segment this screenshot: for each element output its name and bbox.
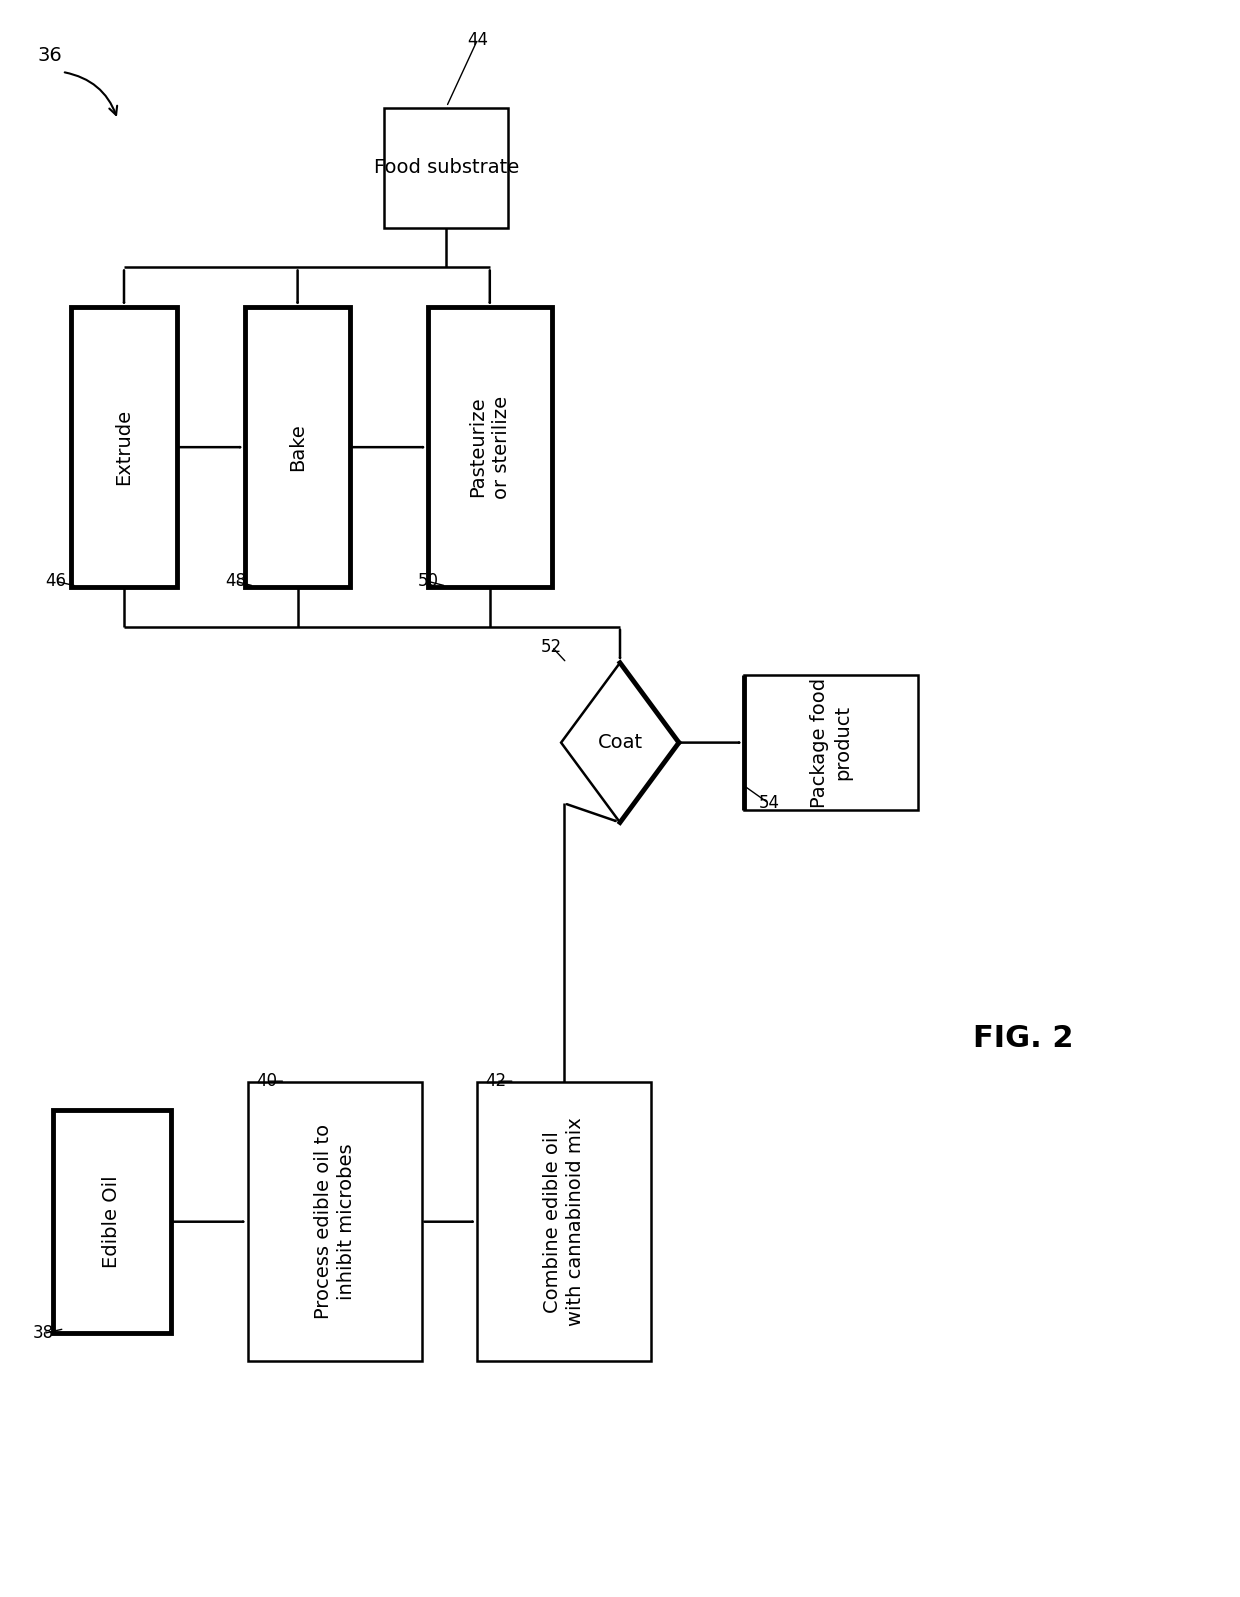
Text: Process edible oil to
inhibit microbes: Process edible oil to inhibit microbes — [314, 1124, 356, 1319]
FancyArrowPatch shape — [64, 72, 117, 115]
Text: 46: 46 — [46, 572, 66, 591]
FancyBboxPatch shape — [744, 674, 918, 811]
Text: 40: 40 — [257, 1072, 277, 1091]
FancyBboxPatch shape — [477, 1083, 651, 1361]
FancyBboxPatch shape — [428, 308, 552, 588]
FancyBboxPatch shape — [248, 1083, 422, 1361]
Text: Coat: Coat — [598, 733, 642, 752]
Text: 38: 38 — [32, 1324, 55, 1343]
Text: Food substrate: Food substrate — [373, 158, 520, 177]
Text: Extrude: Extrude — [114, 409, 134, 485]
FancyBboxPatch shape — [384, 109, 508, 228]
Text: Combine edible oil
with cannabinoid mix: Combine edible oil with cannabinoid mix — [543, 1118, 585, 1326]
Text: 48: 48 — [226, 572, 246, 591]
Text: FIG. 2: FIG. 2 — [972, 1024, 1074, 1052]
FancyBboxPatch shape — [244, 308, 350, 588]
Text: Package food
product: Package food product — [810, 677, 852, 808]
Text: Edible Oil: Edible Oil — [102, 1175, 122, 1268]
Text: Pasteurize
or sterilize: Pasteurize or sterilize — [469, 396, 511, 498]
Text: 42: 42 — [485, 1072, 507, 1091]
FancyBboxPatch shape — [71, 308, 177, 588]
Text: 36: 36 — [37, 46, 62, 65]
Text: 50: 50 — [418, 572, 438, 591]
Text: 44: 44 — [467, 30, 487, 50]
Text: Bake: Bake — [288, 423, 308, 471]
Text: 54: 54 — [759, 794, 779, 813]
Text: 52: 52 — [541, 637, 563, 656]
Polygon shape — [560, 663, 680, 822]
FancyBboxPatch shape — [52, 1110, 171, 1333]
